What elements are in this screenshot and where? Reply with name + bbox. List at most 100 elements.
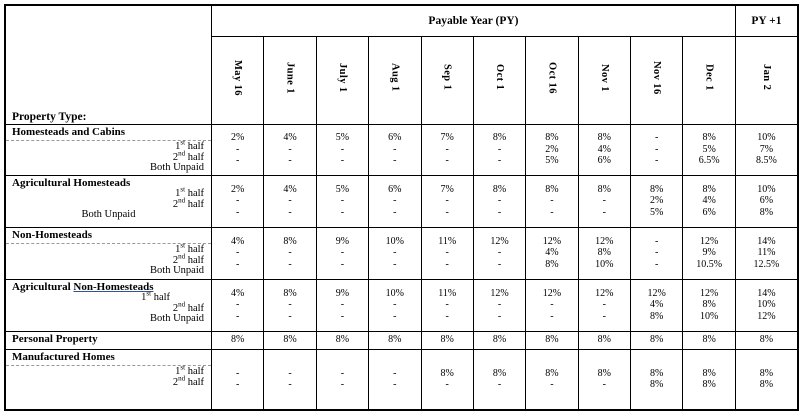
payment-half-label-text: half	[185, 302, 205, 314]
rate-cell: 2% - -	[211, 123, 265, 176]
rate-value: 8%	[597, 334, 611, 346]
rate-value: -	[550, 299, 554, 311]
payment-half-label: 1st half	[6, 242, 211, 256]
section-header-text: Homesteads and Cabins	[12, 125, 126, 138]
rate-value: -	[236, 379, 240, 391]
month-label: May 16	[232, 59, 244, 96]
rate-value: 11%	[438, 235, 457, 247]
section-header-text: Personal Property	[12, 332, 98, 345]
rate-value: 8%	[492, 183, 507, 195]
rate-value: -	[602, 299, 606, 311]
rate-cell: 12% - -	[577, 278, 632, 332]
header-row-top: Property Type: Payable Year (PY) PY +1	[4, 4, 799, 125]
rate-cell: 8% - -	[263, 278, 317, 332]
payment-half-label-text: 1	[175, 188, 181, 199]
rate-cell: --	[211, 348, 265, 411]
rate-value: 6.5%	[698, 155, 720, 167]
rate-value: 8%	[545, 367, 559, 379]
section-header: Manufactured Homes	[6, 350, 211, 364]
rate-value: 11%	[438, 287, 457, 299]
rate-value: -	[602, 379, 606, 391]
rate-value: -	[288, 299, 292, 311]
month-column-header: Aug 1	[368, 35, 422, 125]
penalty-rate-table: Property Type: Payable Year (PY) PY +1 M…	[4, 4, 799, 411]
rate-cell: 5% - -	[315, 123, 370, 176]
rate-cell: 12% 4% 8%	[525, 226, 579, 280]
rate-value: -	[288, 310, 292, 322]
rate-value: -	[497, 247, 502, 259]
rate-value: 8%	[702, 183, 716, 195]
payment-half-label-text: Both Unpaid	[81, 209, 136, 220]
payment-half-label: 2nd half	[6, 375, 211, 389]
rate-value: -	[602, 195, 606, 207]
rate-value: 8%	[597, 132, 611, 144]
rate-cell: 8% 8%	[734, 348, 799, 411]
month-column-header: Dec 1	[682, 35, 736, 125]
rate-cell: 8%	[368, 330, 422, 350]
rate-cell: 8% - -	[263, 226, 317, 280]
rate-value: -	[550, 206, 554, 218]
rate-value: -	[393, 367, 397, 379]
rate-cell: 8% -	[525, 348, 579, 411]
rate-value: -	[340, 195, 345, 207]
rate-value: -	[655, 235, 659, 247]
month-label: Oct 1	[494, 64, 506, 91]
rate-value: -	[288, 258, 292, 270]
rate-value: -	[393, 247, 397, 259]
rate-cell: 8% -	[472, 348, 527, 411]
rate-value: -	[550, 379, 554, 391]
rate-value: 8%	[702, 379, 716, 391]
rate-cell: 7% - -	[420, 123, 474, 176]
rate-value: -	[445, 155, 449, 167]
month-column-header: May 16	[211, 35, 265, 125]
rate-value: 12%	[595, 287, 614, 299]
payment-half-label-text: half	[185, 188, 205, 199]
month-column-header: Nov 16	[630, 35, 684, 125]
rate-value: -	[393, 258, 397, 270]
rate-value: 4%	[702, 195, 716, 207]
rate-value: 2%	[650, 195, 664, 207]
rate-value: 8%	[759, 367, 774, 379]
rate-value: -	[236, 247, 240, 259]
month-column-header: Oct 1	[472, 35, 527, 125]
rate-value: 8%	[440, 334, 454, 346]
rate-value: -	[288, 367, 292, 379]
rate-value: -	[655, 155, 659, 167]
rate-value: 8%	[597, 247, 611, 259]
rate-value: -	[602, 206, 606, 218]
rate-cell: 8%	[734, 330, 799, 350]
rate-value: 5%	[650, 206, 664, 218]
rate-value: 5%	[335, 183, 350, 195]
rate-value: 8%	[650, 183, 664, 195]
rate-cell: 14% 10% 12%	[734, 278, 799, 332]
rate-value: 8%	[283, 334, 297, 346]
payment-half-label: Both Unpaid	[6, 313, 211, 325]
section-header: Personal Property	[6, 332, 211, 346]
rate-cell: 6% - -	[368, 174, 422, 228]
rate-cell: --	[315, 348, 370, 411]
ordinal-superscript: nd	[178, 196, 186, 204]
rate-value: -	[393, 206, 397, 218]
section-header: Non-Homesteads	[6, 228, 211, 242]
month-label: Nov 16	[651, 60, 663, 95]
rate-cell: 12% - -	[472, 226, 527, 280]
rate-value: 8%	[492, 132, 507, 144]
section-header-text: Non-Homesteads	[12, 228, 93, 241]
rate-value: -	[340, 206, 345, 218]
rate-value: -	[393, 379, 397, 391]
dashed-divider	[6, 241, 212, 244]
rate-value: -	[445, 195, 449, 207]
payment-half-label-text: half	[185, 254, 205, 266]
rate-value: -	[340, 258, 345, 270]
payment-half-label: 1st half	[6, 290, 211, 304]
rate-value: 8%	[283, 235, 297, 247]
rate-value: 4%	[283, 132, 297, 144]
rate-cell: 7% - -	[420, 174, 474, 228]
rate-value: 6%	[388, 183, 402, 195]
rate-value: -	[288, 379, 292, 391]
payable-year-header: Payable Year (PY)	[211, 4, 736, 37]
payment-half-label-text: 2	[172, 198, 179, 210]
month-label: Jan 2	[760, 64, 772, 91]
property-type-cell: Agricultural Non-Homesteads 1st half 2nd h…	[4, 278, 213, 332]
rate-cell: 10% 6% 8%	[734, 174, 799, 228]
